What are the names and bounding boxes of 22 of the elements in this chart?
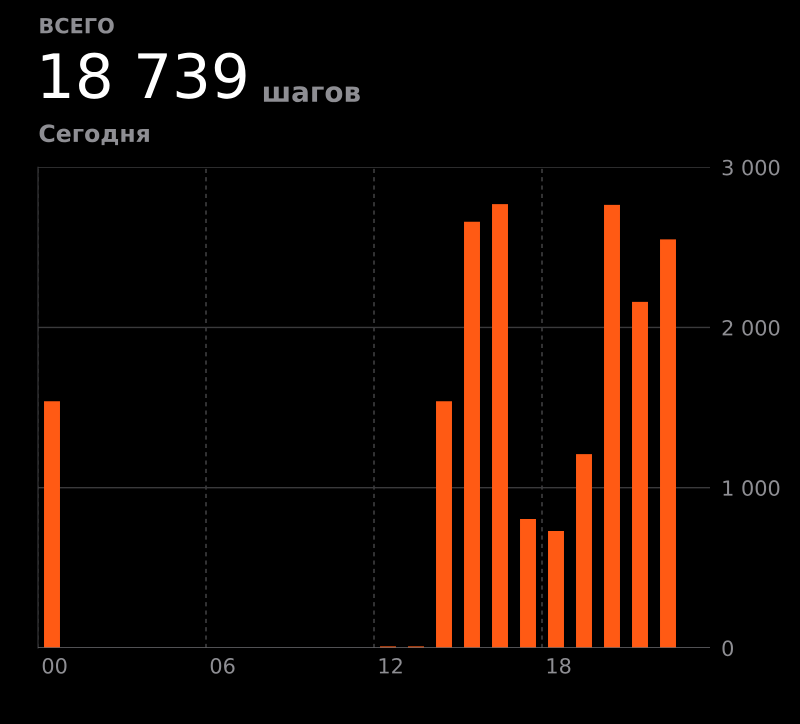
- bar: [436, 401, 452, 648]
- x-tick-label: 18: [548, 658, 570, 674]
- bar: [660, 239, 676, 648]
- bar: [520, 518, 536, 648]
- chart-title: 18 739: [42, 52, 246, 99]
- y-tick-label: 2 000: [722, 320, 780, 336]
- y-tick-label: 1 000: [723, 480, 780, 496]
- text: ВСЕГО: [40, 18, 114, 34]
- bar: [464, 222, 480, 648]
- bar: [44, 401, 60, 648]
- bar: [548, 531, 564, 648]
- x-tick-label: 00: [42, 658, 66, 674]
- bar: [576, 454, 592, 648]
- bar: [632, 302, 648, 648]
- x-tick-label: 12: [380, 658, 402, 674]
- chart-subtitle: Сегодня: [40, 124, 149, 146]
- x-tick-label: 06: [210, 658, 235, 674]
- y-tick-label: 0: [722, 640, 733, 656]
- y-tick-label: 3 000: [722, 160, 780, 176]
- bar: [604, 204, 620, 648]
- text: шагов: [264, 86, 360, 102]
- bar: [492, 204, 508, 648]
